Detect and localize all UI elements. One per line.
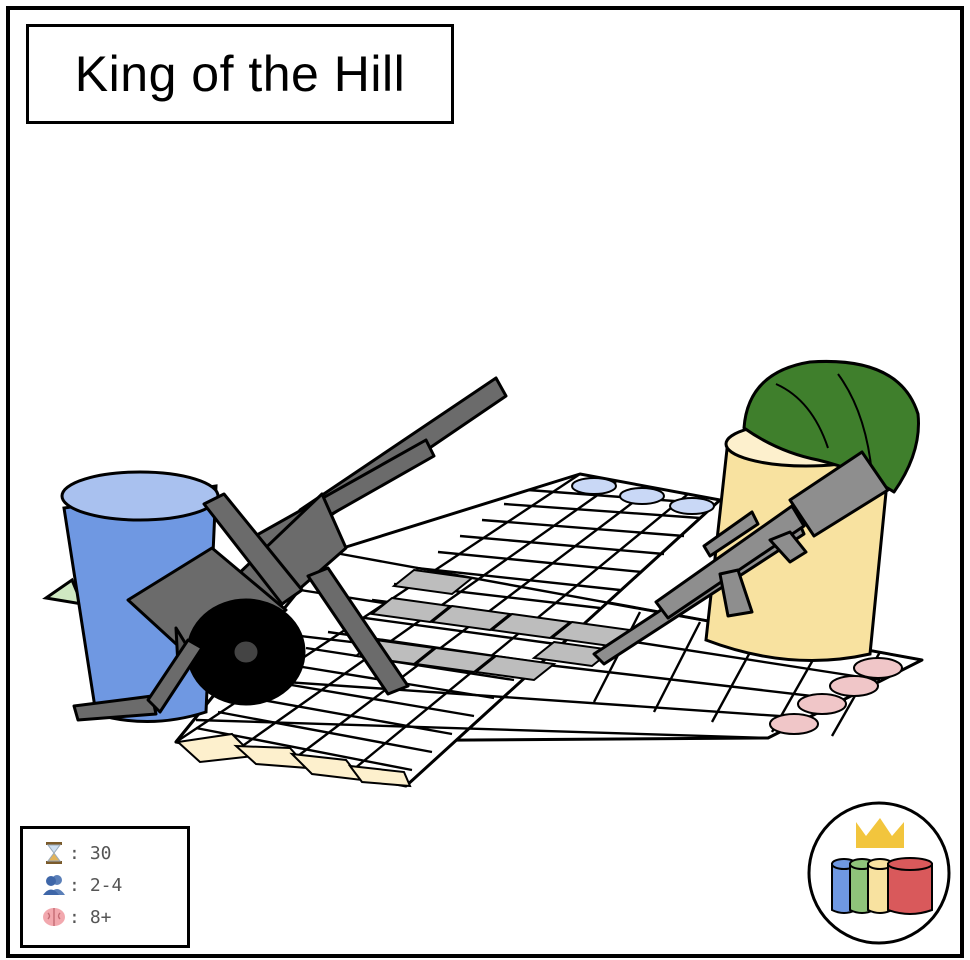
crown-icon <box>856 818 904 848</box>
game-title: King of the Hill <box>74 46 406 102</box>
crown-badge <box>807 801 951 945</box>
gray-path-cells <box>353 568 633 682</box>
blue-start-row <box>571 477 715 515</box>
stat-time: : 30 <box>41 841 112 865</box>
red-start-row <box>769 657 903 735</box>
stat-sep: : <box>69 842 80 864</box>
rifle <box>592 450 890 666</box>
brain-icon <box>41 905 67 929</box>
stat-sep: : <box>69 874 80 896</box>
stat-players: : 2-4 <box>41 873 122 897</box>
hourglass-icon <box>41 841 67 865</box>
title-box: King of the Hill <box>26 24 454 124</box>
stat-age-value: 8+ <box>89 906 112 928</box>
stat-time-value: 30 <box>89 842 112 864</box>
stat-sep: : <box>69 906 80 928</box>
stat-players-value: 2-4 <box>89 874 123 896</box>
helmet <box>742 359 920 494</box>
stat-age: : 8+ <box>41 905 112 929</box>
cannon <box>72 376 508 722</box>
people-icon <box>41 873 67 897</box>
yellow-start-row <box>175 732 412 788</box>
pawn-cylinders-icon <box>831 857 933 915</box>
stats-box: : 30 : 2-4 : 8+ <box>20 826 190 948</box>
